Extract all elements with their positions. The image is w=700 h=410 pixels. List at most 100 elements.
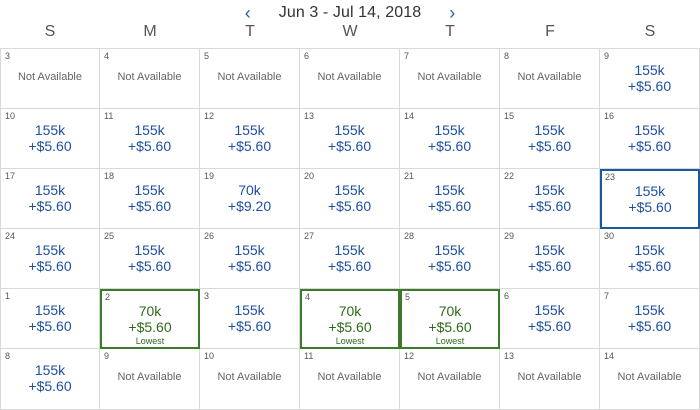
calendar-day-cell[interactable]: 14 155k +$5.60 — [400, 109, 500, 169]
day-number: 19 — [204, 171, 215, 181]
day-number: 28 — [404, 231, 415, 241]
day-number: 3 — [204, 291, 210, 301]
cell-content: 155k +$5.60 — [600, 302, 699, 334]
miles-price: 70k — [138, 303, 162, 319]
chevron-left-icon[interactable]: ‹ — [244, 3, 251, 23]
cell-content: 70k +$5.60 Lowest — [102, 303, 198, 347]
day-number: 10 — [204, 351, 215, 361]
cell-content: 155k +$5.60 — [600, 122, 699, 154]
cell-content: 155k +$5.60 — [1, 242, 99, 274]
calendar-day-cell-unavailable: 5 Not Available — [200, 49, 300, 109]
taxes-fee: +$5.60 — [28, 138, 72, 154]
calendar-day-cell[interactable]: 5 70k +$5.60 Lowest — [400, 289, 500, 349]
taxes-fee: +$5.60 — [127, 138, 172, 154]
calendar-header: ‹ Jun 3 - Jul 14, 2018 › — [0, 0, 700, 26]
cell-content: 155k +$5.60 — [300, 242, 399, 274]
miles-price: 155k — [634, 62, 665, 78]
weekday-header-row: S M T W T F S — [0, 23, 700, 45]
taxes-fee: +$5.60 — [627, 138, 672, 154]
calendar-day-cell[interactable]: 2 70k +$5.60 Lowest — [100, 289, 200, 349]
calendar-day-cell[interactable]: 23 155k +$5.60 — [600, 169, 700, 229]
calendar-day-cell[interactable]: 29 155k +$5.60 — [500, 229, 600, 289]
weekday-label: T — [445, 23, 455, 40]
calendar-day-cell[interactable]: 15 155k +$5.60 — [500, 109, 600, 169]
calendar-day-cell-unavailable: 3 Not Available — [0, 49, 100, 109]
cell-content: 155k +$5.60 — [400, 242, 499, 274]
day-number: 14 — [604, 351, 615, 361]
cell-content: 155k +$5.60 — [200, 242, 299, 274]
miles-price: 155k — [34, 302, 66, 318]
calendar-day-cell[interactable]: 13 155k +$5.60 — [300, 109, 400, 169]
day-number: 5 — [405, 292, 411, 302]
miles-price: 155k — [334, 122, 365, 138]
calendar-day-cell-unavailable: 14 Not Available — [600, 349, 700, 410]
calendar-day-cell[interactable]: 21 155k +$5.60 — [400, 169, 500, 229]
calendar-day-cell-unavailable: 12 Not Available — [400, 349, 500, 410]
day-number: 8 — [504, 51, 510, 61]
day-number: 24 — [5, 231, 16, 241]
miles-price: 155k — [434, 242, 465, 258]
calendar-day-cell[interactable]: 16 155k +$5.60 — [600, 109, 700, 169]
miles-price: 155k — [34, 122, 66, 138]
day-number: 9 — [104, 351, 110, 361]
calendar-day-cell[interactable]: 25 155k +$5.60 — [100, 229, 200, 289]
taxes-fee: +$5.60 — [527, 138, 572, 154]
calendar-day-cell[interactable]: 11 155k +$5.60 — [100, 109, 200, 169]
lowest-badge: Lowest — [135, 336, 165, 346]
miles-price: 155k — [134, 242, 165, 258]
calendar-day-cell[interactable]: 27 155k +$5.60 — [300, 229, 400, 289]
taxes-fee: +$5.60 — [427, 258, 472, 274]
cell-content: 155k +$5.60 — [500, 242, 599, 274]
not-available-label: Not Available — [217, 71, 282, 83]
cell-content: Not Available — [200, 362, 299, 384]
calendar-day-cell[interactable]: 7 155k +$5.60 — [600, 289, 700, 349]
calendar-day-cell[interactable]: 24 155k +$5.60 — [0, 229, 100, 289]
calendar-day-cell[interactable]: 20 155k +$5.60 — [300, 169, 400, 229]
weekday-label: S — [44, 23, 56, 40]
calendar-day-cell[interactable]: 17 155k +$5.60 — [0, 169, 100, 229]
miles-price: 155k — [534, 182, 565, 198]
calendar-day-cell[interactable]: 30 155k +$5.60 — [600, 229, 700, 289]
miles-price: 70k — [338, 303, 362, 319]
calendar-day-cell[interactable]: 19 70k +$9.20 — [200, 169, 300, 229]
day-number: 17 — [5, 171, 16, 181]
day-number: 22 — [504, 171, 515, 181]
calendar-day-cell[interactable]: 28 155k +$5.60 — [400, 229, 500, 289]
lowest-badge: Lowest — [335, 336, 365, 346]
taxes-fee: +$5.60 — [28, 198, 72, 214]
miles-price: 155k — [634, 242, 665, 258]
not-available-label: Not Available — [417, 71, 482, 83]
miles-price: 155k — [634, 122, 665, 138]
calendar-day-cell[interactable]: 18 155k +$5.60 — [100, 169, 200, 229]
calendar-day-cell[interactable]: 22 155k +$5.60 — [500, 169, 600, 229]
day-number: 14 — [404, 111, 415, 121]
taxes-fee: +$5.60 — [327, 258, 372, 274]
calendar-day-cell[interactable]: 8 155k +$5.60 — [0, 349, 100, 410]
not-available-label: Not Available — [217, 371, 282, 383]
taxes-fee: +$5.60 — [428, 319, 472, 335]
calendar-day-cell[interactable]: 10 155k +$5.60 — [0, 109, 100, 169]
calendar-day-cell[interactable]: 4 70k +$5.60 Lowest — [300, 289, 400, 349]
cell-content: Not Available — [100, 62, 199, 84]
miles-price: 70k — [238, 182, 261, 198]
day-number: 7 — [604, 291, 610, 301]
calendar-day-cell[interactable]: 3 155k +$5.60 — [200, 289, 300, 349]
day-number: 27 — [304, 231, 315, 241]
cell-content: 155k +$5.60 — [1, 302, 99, 334]
chevron-right-icon[interactable]: › — [449, 3, 456, 23]
taxes-fee: +$5.60 — [527, 318, 572, 334]
miles-price: 155k — [134, 122, 165, 138]
calendar-day-cell[interactable]: 9 155k +$5.60 — [600, 49, 700, 109]
day-number: 2 — [105, 292, 111, 302]
calendar-day-cell[interactable]: 12 155k +$5.60 — [200, 109, 300, 169]
calendar-day-cell[interactable]: 26 155k +$5.60 — [200, 229, 300, 289]
miles-price: 155k — [534, 242, 565, 258]
date-range-title: Jun 3 - Jul 14, 2018 — [278, 4, 422, 21]
calendar-day-cell[interactable]: 6 155k +$5.60 — [500, 289, 600, 349]
calendar-day-cell[interactable]: 1 155k +$5.60 — [0, 289, 100, 349]
day-number: 4 — [305, 292, 311, 302]
cell-content: Not Available — [300, 362, 399, 384]
not-available-label: Not Available — [417, 371, 482, 383]
cell-content: 155k +$5.60 — [600, 62, 699, 94]
not-available-label: Not Available — [617, 371, 682, 383]
